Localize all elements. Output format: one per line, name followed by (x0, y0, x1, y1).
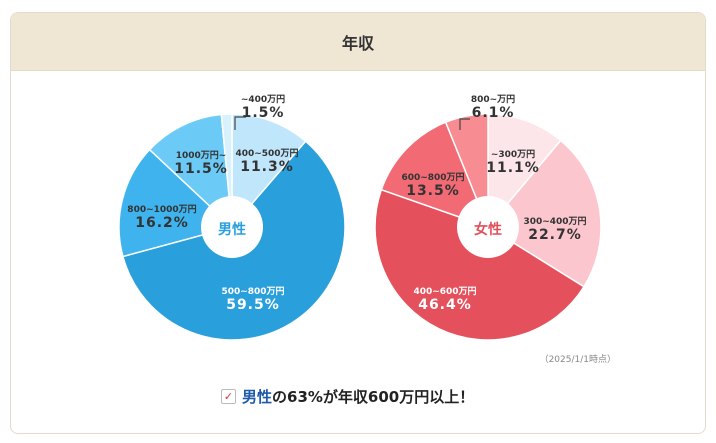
slice-label: 400~500万円 11.3% (235, 149, 299, 175)
slice-label: 400~600万円 46.4% (413, 287, 477, 313)
pie-slice (486, 139, 602, 288)
pie-slice (487, 113, 562, 230)
slice-value: 46.4% (418, 296, 472, 313)
pie-slice (231, 113, 307, 230)
slice-value: 59.5% (226, 296, 280, 313)
slice-value: 11.5% (174, 160, 228, 177)
slice-value: 16.2% (135, 214, 189, 231)
pie-hole (201, 196, 263, 258)
slice-category: 300~400万円 (523, 217, 587, 227)
slice-category: 400~500万円 (235, 149, 299, 159)
slice-value: 1.5% (241, 104, 285, 121)
slice-value: 11.1% (486, 159, 540, 176)
female-center-label: 女性 (474, 222, 502, 238)
pie-slice (380, 121, 490, 229)
check-icon: ✓ (221, 389, 236, 404)
card-title: 年収 (11, 13, 705, 71)
slice-label: 800~万円 6.1% (470, 95, 516, 121)
slice-category: 800~1000万円 (127, 205, 197, 215)
leader-line (234, 116, 246, 130)
slice-category: 400~600万円 (413, 287, 477, 297)
slice-category: 1000万円~ (175, 151, 227, 161)
slice-category: 600~800万円 (401, 173, 465, 183)
slice-label: 500~800万円 59.5% (221, 287, 285, 313)
slice-label: 1000万円~ 11.5% (174, 151, 228, 177)
slice-label: ~400万円 1.5% (240, 95, 286, 121)
slice-value: 6.1% (471, 104, 515, 121)
slice-category: ~400万円 (240, 95, 286, 105)
slice-category: 800~万円 (470, 95, 516, 105)
slice-value: 22.7% (528, 226, 582, 243)
leader-line (459, 118, 470, 130)
slice-category: 500~800万円 (221, 287, 285, 297)
summary-highlight: 男性 (242, 388, 273, 406)
summary: ✓ 男性の63%が年収600万円以上！ (221, 386, 474, 407)
slice-value: 11.3% (240, 158, 294, 175)
date-note: （2025/1/1時点） (539, 355, 616, 365)
pie-slice (148, 113, 233, 229)
male-center-label: 男性 (218, 222, 246, 238)
pie-slice (374, 188, 585, 341)
slice-label: ~300万円 11.1% (486, 150, 540, 176)
slice-label: 800~1000万円 16.2% (127, 205, 197, 231)
slice-value: 13.5% (406, 182, 460, 199)
slice-category: ~300万円 (490, 150, 536, 160)
slice-label: 600~800万円 13.5% (401, 173, 465, 199)
pie-hole (457, 196, 519, 258)
slice-label: 300~400万円 22.7% (523, 217, 587, 243)
summary-text: の63%が年収600万円以上！ (272, 388, 475, 406)
